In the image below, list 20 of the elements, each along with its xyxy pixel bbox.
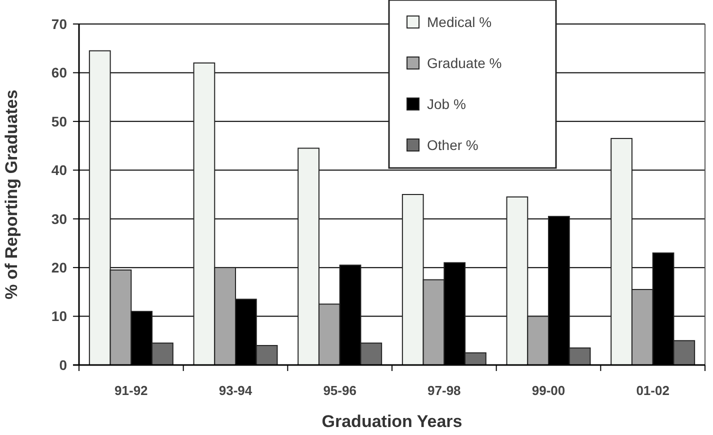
- x-tick-label: 91-92: [114, 383, 148, 398]
- x-tick-label: 95-96: [323, 383, 356, 398]
- y-tick-label: 20: [51, 259, 68, 276]
- legend-label: Graduate %: [427, 54, 502, 71]
- y-axis-title: % of Reporting Graduates: [2, 90, 21, 300]
- y-tick-label: 40: [51, 162, 68, 178]
- y-tick-label: 30: [51, 210, 68, 227]
- y-tick-label: 70: [51, 16, 68, 32]
- y-tick-label: 10: [51, 308, 68, 324]
- x-tick-label: 93-94: [218, 383, 253, 398]
- x-tick-label: 97-98: [428, 383, 461, 398]
- y-tick-label: 0: [59, 356, 68, 373]
- x-axis-title: Graduation Years: [322, 412, 462, 431]
- y-tick-label: 60: [51, 64, 68, 81]
- x-tick-label: 99-00: [532, 383, 566, 398]
- x-tick-label: 01-02: [636, 383, 670, 398]
- legend-label: Job %: [427, 96, 466, 112]
- y-tick-label: 50: [51, 113, 68, 130]
- legend-label: Other %: [427, 136, 478, 153]
- legend-label: Medical %: [427, 14, 492, 30]
